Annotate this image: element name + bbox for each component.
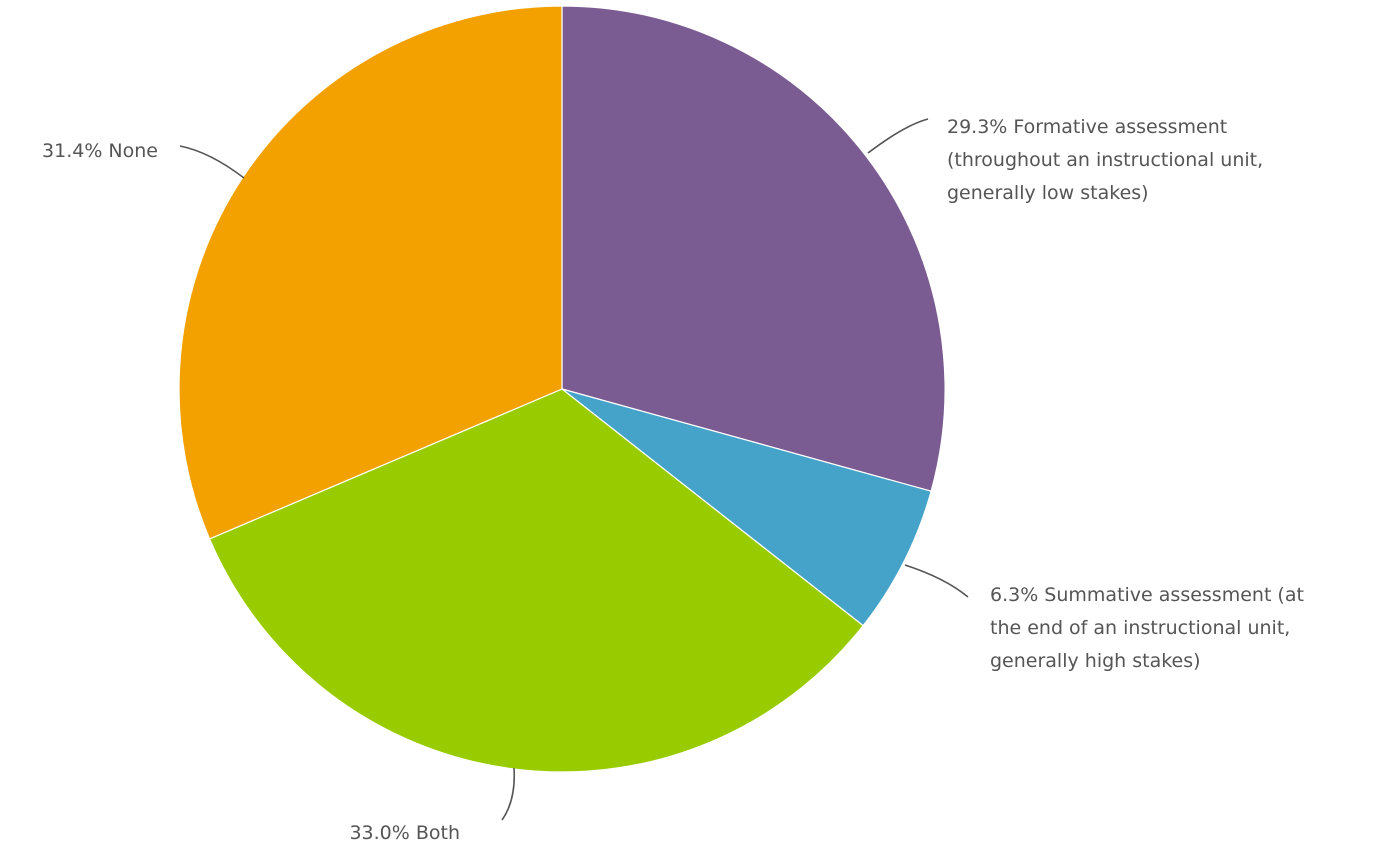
leader-line <box>904 564 969 598</box>
slice-label: 33.0% Both <box>349 822 460 843</box>
leader-line <box>501 767 516 821</box>
pie-slice-both <box>208 388 864 773</box>
slice-label-line: 33.0% Both <box>349 822 460 843</box>
leader-lines <box>179 118 969 821</box>
slice-label-line: (throughout an instructional unit, <box>947 149 1263 171</box>
slice-label: 29.3% Formative assessment (throughout an… <box>947 116 1263 204</box>
leader-line <box>179 145 245 179</box>
pie-slice-summative <box>561 388 932 627</box>
pie-slices <box>178 5 946 773</box>
leader-line <box>867 118 929 154</box>
slice-labels: 29.3% Formative assessment (throughout an… <box>42 116 1304 843</box>
slice-label-line: 6.3% Summative assessment (at <box>990 584 1304 606</box>
slice-label: 6.3% Summative assessment (at the end of … <box>990 584 1304 672</box>
slice-label-line: the end of an instructional unit, <box>990 617 1290 639</box>
slice-label-line: generally low stakes) <box>947 182 1149 204</box>
slice-label-line: 31.4% None <box>42 140 158 162</box>
slice-label-line: 29.3% Formative assessment <box>947 116 1227 138</box>
slice-label-line: generally high stakes) <box>990 650 1201 672</box>
pie-slice-formative <box>561 5 946 492</box>
slice-label: 31.4% None <box>42 140 158 162</box>
